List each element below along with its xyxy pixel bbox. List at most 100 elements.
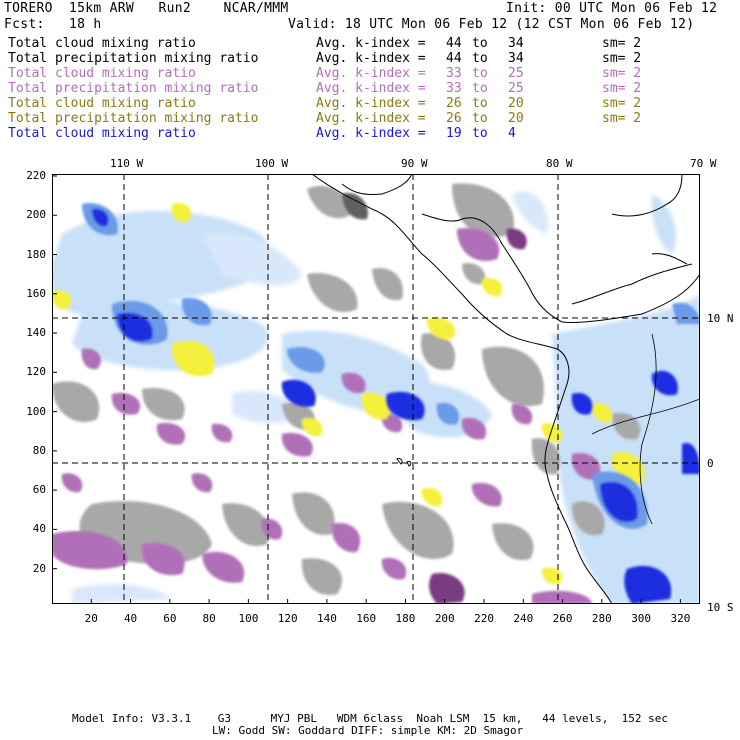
x-tick-label: 140	[317, 612, 337, 625]
x-tick-label: 40	[123, 612, 138, 625]
lat-label-10n: 10 N	[707, 312, 734, 325]
y-tick-label: 40	[32, 522, 47, 536]
legend-k1-5: 26	[446, 111, 462, 126]
model-run: Run2	[158, 1, 191, 16]
forecast-hour: Fcst: 18 h	[4, 17, 102, 32]
legend-to-3: to	[472, 81, 488, 96]
map-plot	[52, 174, 700, 604]
y-tick-label: 180	[26, 247, 47, 261]
legend-sm-3: sm= 2	[602, 81, 642, 96]
x-tick-label: 60	[163, 612, 177, 625]
yucatan-coast	[341, 174, 413, 195]
x-tick-label: 100	[238, 612, 259, 625]
colombia-coast	[571, 263, 693, 305]
legend-field-1: Total precipitation mixing ratio	[8, 51, 259, 66]
model-org: NCAR/MMM	[223, 1, 289, 16]
y-tick-label: 160	[26, 286, 47, 300]
cloud-yellow-layer	[52, 202, 645, 585]
cloud-purple-layer	[52, 228, 601, 604]
footer-physics-info: LW: Godd SW: Goddard DIFF: simple KM: 2D…	[212, 724, 524, 737]
legend-sm-1: sm= 2	[602, 51, 642, 66]
y-tick-label: 200	[26, 208, 47, 222]
y-tick-label: 100	[26, 404, 47, 418]
legend-k1-2: 33	[446, 66, 462, 81]
legend-k1-6: 19	[446, 126, 462, 141]
lon-label-90w: 90 W	[401, 157, 428, 170]
lon-label-100w: 100 W	[255, 157, 289, 170]
legend-to-5: to	[472, 111, 488, 126]
legend-k2-1: 34	[508, 51, 524, 66]
cuba-outline	[611, 174, 683, 217]
legend-field-6: Total cloud mixing ratio	[8, 126, 196, 141]
model-name: TORERO	[4, 1, 53, 16]
cloud-gray-layer	[52, 183, 641, 595]
x-tick-label: 280	[591, 612, 612, 625]
y-tick-label: 120	[26, 365, 47, 379]
legend-k1-0: 44	[446, 36, 462, 51]
legend-k2-6: 4	[508, 126, 516, 141]
x-tick-label: 300	[631, 612, 652, 625]
legend-field-2: Total cloud mixing ratio	[8, 66, 196, 81]
pacific-coastline	[311, 174, 613, 604]
y-tick-label: 60	[32, 483, 47, 497]
legend-field-3: Total precipitation mixing ratio	[8, 81, 259, 96]
galapagos-islands	[396, 458, 412, 467]
legend-k2-3: 25	[508, 81, 524, 96]
y-tick-label: 80	[32, 443, 47, 457]
legend-to-0: to	[472, 36, 488, 51]
border-colombia-peru	[639, 333, 657, 525]
legend-field-0: Total cloud mixing ratio	[8, 36, 196, 51]
x-tick-label: 260	[552, 612, 573, 625]
x-tick-label: 80	[202, 612, 216, 625]
caribbean-coastline	[421, 213, 700, 323]
init-time: Init: 00 UTC Mon 06 Feb 12	[506, 1, 718, 16]
legend-stat-4: Avg. k-index =	[316, 96, 426, 111]
legend-stat-6: Avg. k-index =	[316, 126, 426, 141]
footer-model-info: Model Info: V3.3.1 G3 MYJ PBL WDM 6class…	[72, 712, 669, 725]
x-tick-label: 220	[474, 612, 494, 625]
legend-sm-5: sm= 2	[602, 111, 642, 126]
x-tick-label: 180	[395, 612, 416, 625]
island-outline	[651, 253, 688, 265]
legend-stat-0: Avg. k-index =	[316, 36, 426, 51]
y-tick-label: 140	[26, 326, 47, 340]
lat-label-0: 0	[707, 457, 714, 470]
coastline-layer	[311, 174, 700, 604]
x-tick-label: 320	[670, 612, 691, 625]
legend-k2-0: 34	[508, 36, 524, 51]
x-tick-label: 160	[356, 612, 377, 625]
forecast-value: 18 h	[69, 17, 102, 32]
legend-field-4: Total cloud mixing ratio	[8, 96, 196, 111]
forecast-label: Fcst:	[4, 17, 45, 32]
legend-k1-1: 44	[446, 51, 462, 66]
lat-label-10s: 10 S	[707, 601, 734, 614]
x-tick-label: 240	[513, 612, 534, 625]
legend-sm-0: sm= 2	[602, 36, 642, 51]
legend-k2-2: 25	[508, 66, 524, 81]
legend-stat-1: Avg. k-index =	[316, 51, 426, 66]
lon-label-70w: 70 W	[690, 157, 717, 170]
legend-k1-4: 26	[446, 96, 462, 111]
y-tick-label: 20	[32, 561, 47, 575]
gridlines	[52, 174, 700, 604]
legend-stat-3: Avg. k-index =	[316, 81, 426, 96]
y-tick-label: 220	[26, 168, 47, 182]
legend-sm-4: sm= 2	[602, 96, 642, 111]
legend-to-6: to	[472, 126, 488, 141]
model-grid: 15km ARW	[69, 1, 135, 16]
legend-to-4: to	[472, 96, 488, 111]
lon-label-80w: 80 W	[546, 157, 573, 170]
legend-k1-3: 33	[446, 81, 462, 96]
lon-label-110w: 110 W	[110, 157, 144, 170]
legend-to-1: to	[472, 51, 488, 66]
legend-k2-5: 20	[508, 111, 524, 126]
header-line-1: TORERO 15km ARW Run2 NCAR/MMM	[4, 1, 288, 16]
axis-ticks	[52, 175, 681, 604]
legend-to-2: to	[472, 66, 488, 81]
x-tick-label: 20	[84, 612, 98, 625]
x-tick-label: 200	[434, 612, 455, 625]
map-frame	[52, 174, 700, 604]
border-peru-ecuador	[591, 398, 700, 435]
legend-field-5: Total precipitation mixing ratio	[8, 111, 259, 126]
legend-sm-2: sm= 2	[602, 66, 642, 81]
